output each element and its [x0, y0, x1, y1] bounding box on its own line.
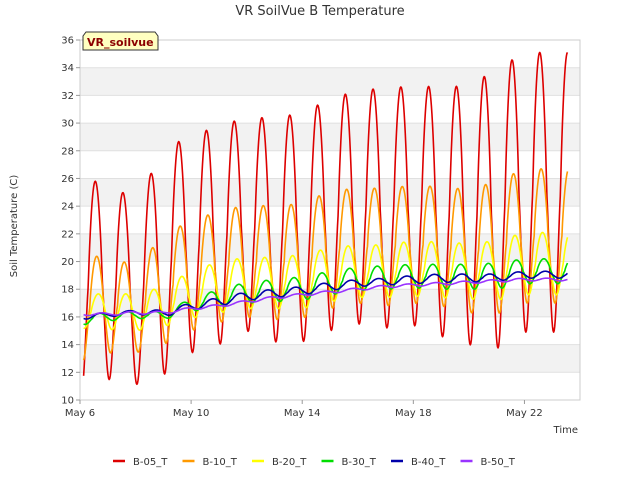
- y-axis-title: Soil Temperature (C): [9, 175, 20, 278]
- x-tick-label: May 14: [284, 408, 321, 419]
- x-tick-label: May 18: [395, 408, 432, 419]
- series-line-b-40-t: [83, 270, 569, 320]
- y-tick-label: 16: [61, 312, 74, 323]
- y-tick-label: 20: [61, 257, 74, 268]
- series-line-b-30-t: [83, 257, 569, 326]
- x-tick-label: May 10: [173, 408, 210, 419]
- grid-band: [80, 123, 580, 151]
- grid-band: [80, 178, 580, 207]
- y-tick-label: 32: [61, 91, 74, 102]
- series-line-b-10-t: [82, 168, 569, 361]
- series-line-b-50-t: [83, 277, 568, 317]
- y-tick-label: 22: [61, 229, 74, 240]
- y-tick-label: 18: [61, 285, 74, 296]
- legend-label: B-10_T: [203, 457, 238, 468]
- y-tick-label: 10: [61, 396, 74, 407]
- x-axis-ticks: May 6 May 10 May 14 May 18 May 22: [65, 400, 543, 419]
- y-tick-label: 28: [61, 146, 74, 157]
- chart-title: VR SoilVue B Temperature: [235, 4, 404, 19]
- legend-label: B-40_T: [411, 457, 446, 468]
- legend-label: B-20_T: [272, 457, 307, 468]
- y-tick-label: 34: [61, 63, 74, 74]
- x-axis-title: Time: [553, 425, 578, 436]
- legend-label: B-05_T: [133, 457, 168, 468]
- x-tick-label: May 22: [506, 408, 543, 419]
- y-tick-label: 36: [61, 36, 74, 47]
- site-label: VR_soilvue: [87, 36, 154, 49]
- grid-band: [80, 233, 580, 262]
- legend-label: B-50_T: [481, 457, 516, 468]
- y-tick-label: 30: [61, 119, 74, 130]
- y-tick-label: 14: [61, 340, 74, 351]
- grid-band: [80, 344, 580, 373]
- series-lines: [82, 51, 569, 386]
- plot-border: [79, 39, 581, 401]
- y-tick-label: 12: [61, 368, 74, 379]
- legend-label: B-30_T: [342, 457, 377, 468]
- series-line-b-20-t: [83, 231, 569, 331]
- series-line-b-05-t: [82, 51, 569, 386]
- legend: B-05_T B-10_T B-20_T B-30_T B-40_T B-50_T: [113, 457, 516, 468]
- grid-band: [80, 67, 580, 96]
- site-label-box: VR_soilvue: [82, 31, 159, 51]
- y-tick-label: 26: [61, 174, 74, 185]
- y-axis-ticks: 10 12 14 16 18 20 22 24 26 28 30 32 34 36: [61, 36, 80, 407]
- x-tick-label: May 6: [65, 408, 95, 419]
- y-tick-label: 24: [61, 202, 74, 213]
